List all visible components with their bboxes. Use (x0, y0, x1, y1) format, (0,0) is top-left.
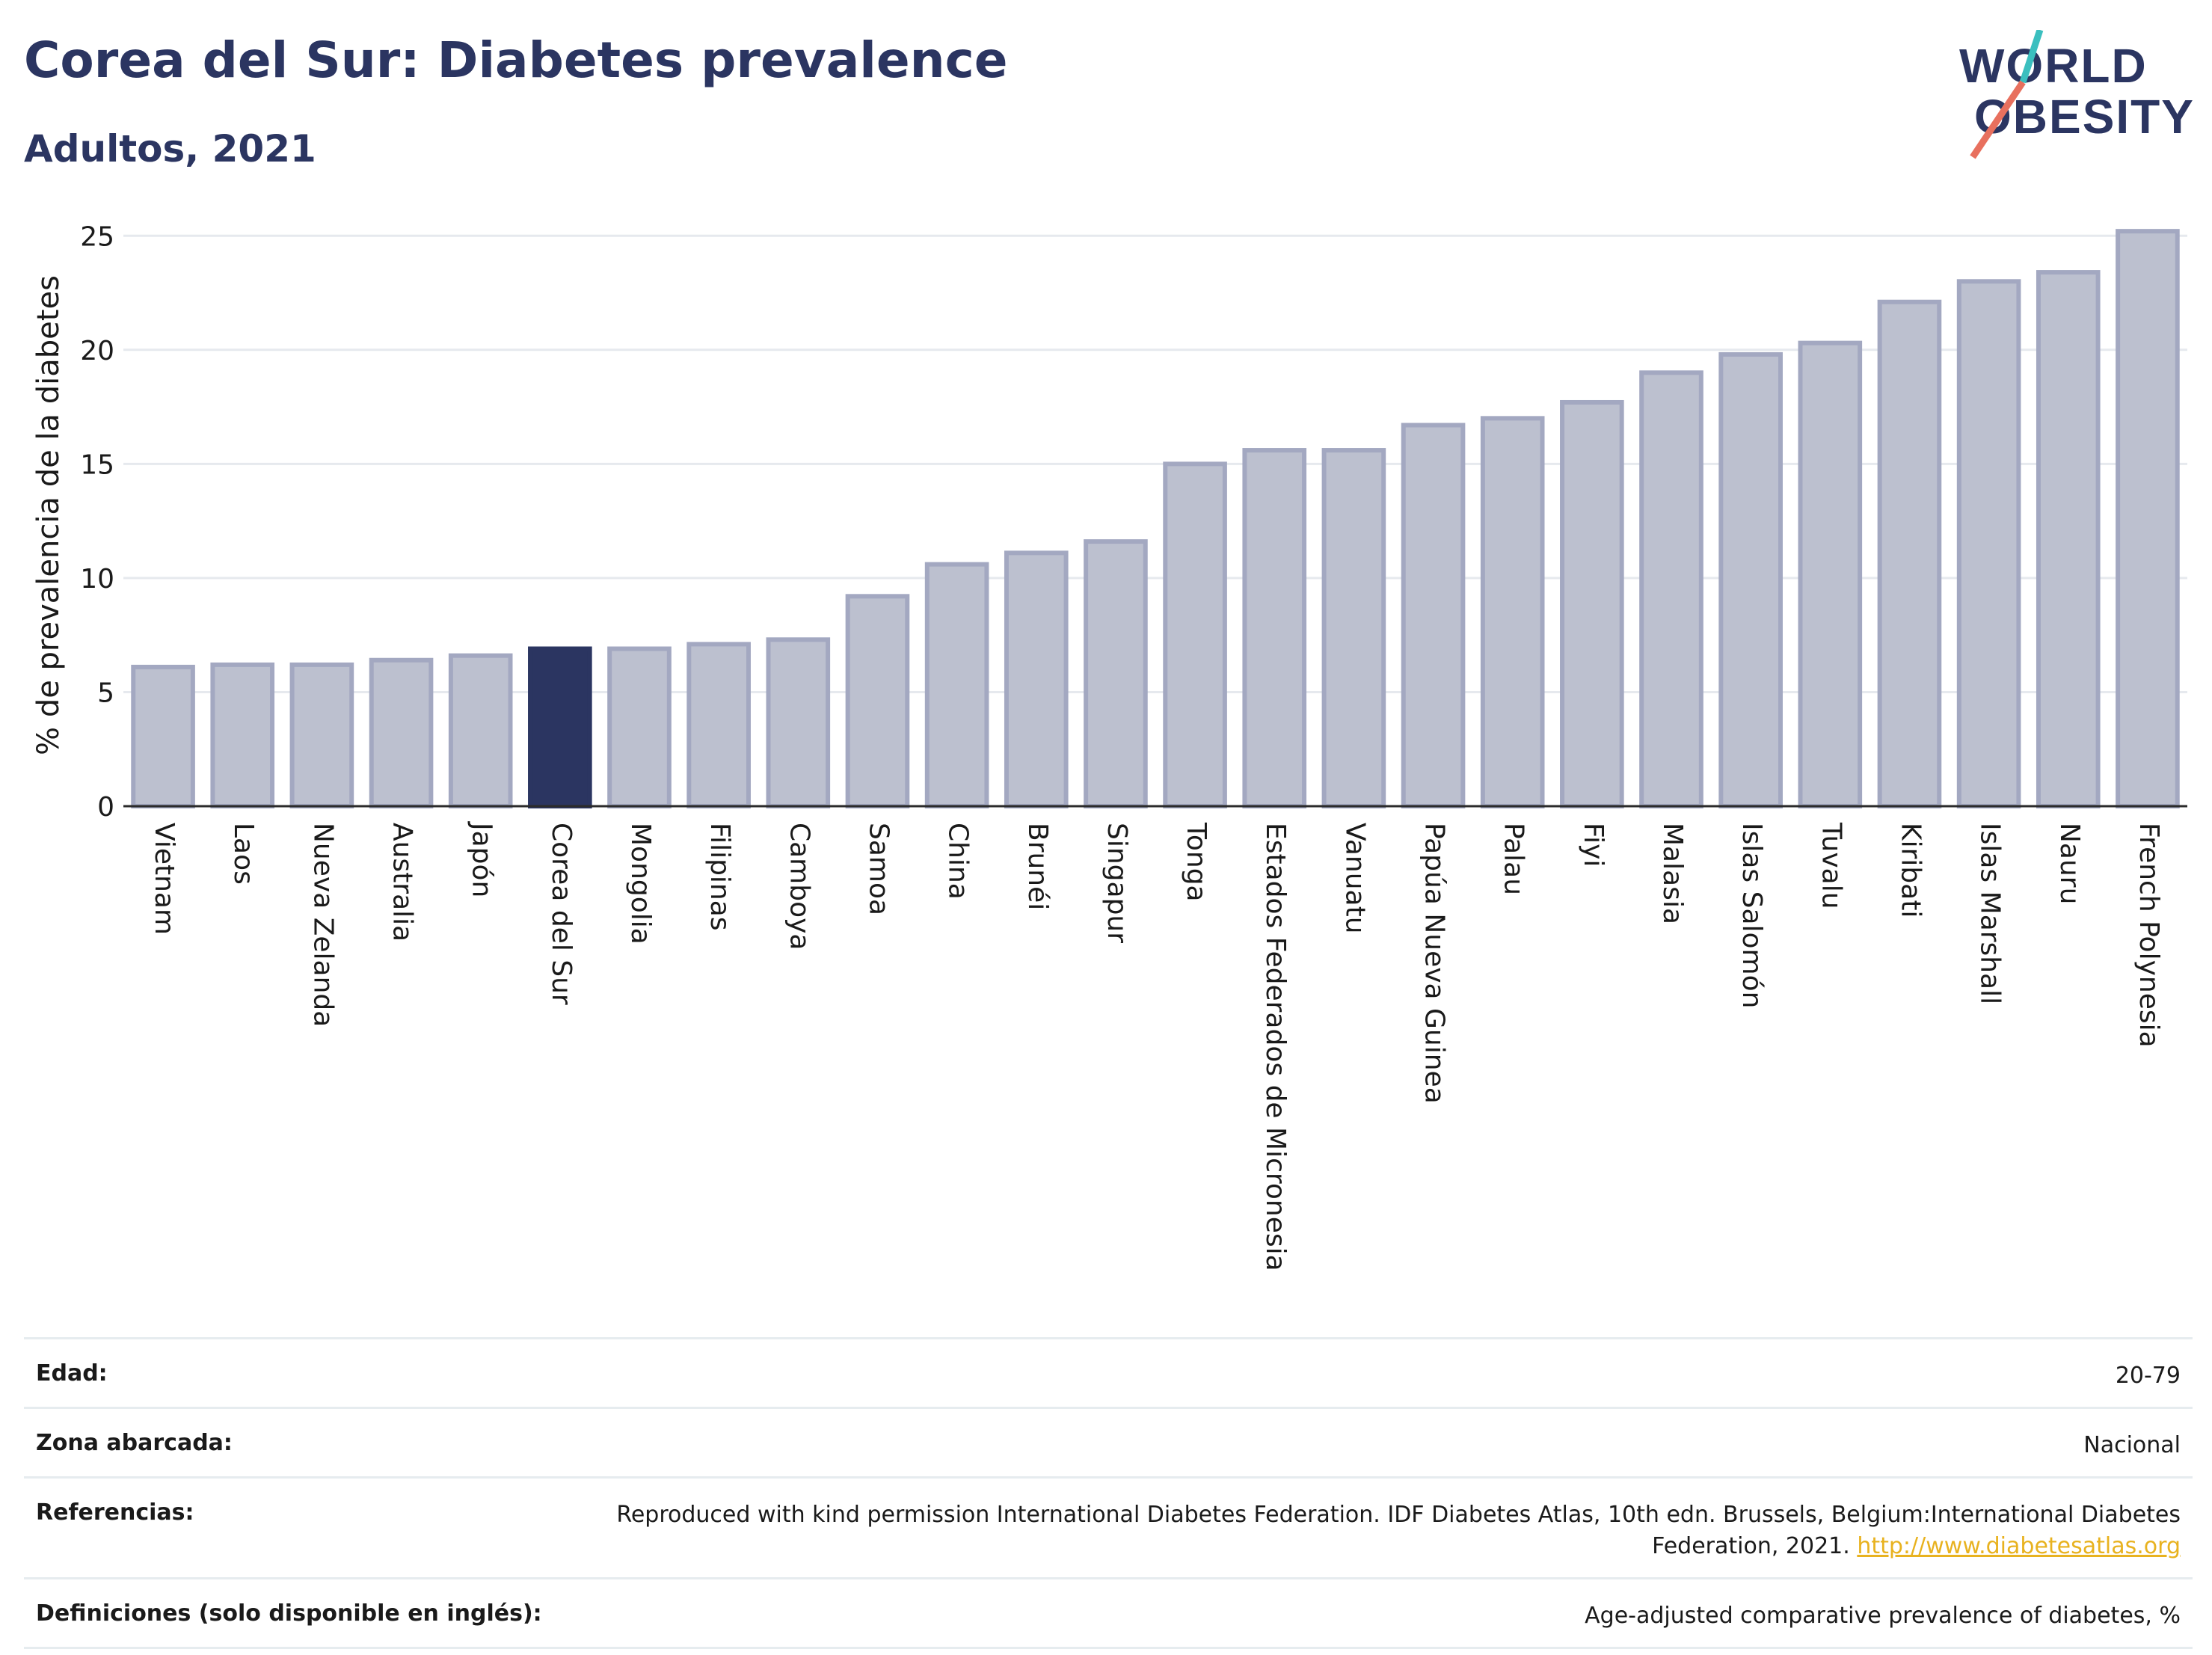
bar-kiribati[interactable] (1877, 299, 1942, 808)
reference-link[interactable]: http://www.diabetesatlas.org (1857, 1533, 2181, 1559)
bar-corea-del-sur[interactable] (528, 646, 592, 809)
x-tick-label: Singapur (1102, 823, 1132, 943)
y-tick-label: 15 (80, 449, 114, 480)
y-tick-label: 5 (97, 678, 114, 708)
bar-fiyi[interactable] (1560, 399, 1624, 808)
meta-value-text: Age-adjusted comparative prevalence of d… (1585, 1603, 2181, 1629)
x-tick-label: Laos (228, 823, 259, 885)
bar-japón[interactable] (448, 653, 513, 809)
x-tick-label: Vanuatu (1339, 823, 1370, 934)
x-tick-label: Nauru (2054, 823, 2085, 904)
meta-value-text: Reproduced with kind permission Internat… (616, 1502, 2181, 1559)
meta-row: Referencias: Reproduced with kind permiss… (24, 1476, 2193, 1577)
bar-vietnam[interactable] (131, 664, 195, 808)
y-tick-label: 0 (97, 792, 114, 823)
x-tick-label: Brunéi (1022, 823, 1053, 910)
meta-value: Age-adjusted comparative prevalence of d… (1585, 1600, 2181, 1632)
x-tick-label: Tuvalu (1816, 822, 1846, 909)
bar-brunéi[interactable] (1004, 550, 1069, 808)
x-tick-label: Mongolia (625, 823, 656, 945)
bar-islas-marshall[interactable] (1956, 279, 2021, 808)
meta-value-text: Nacional (2083, 1432, 2181, 1458)
meta-value: Nacional (2083, 1430, 2181, 1461)
x-tick-label: Palau (1499, 823, 1529, 895)
bar-laos[interactable] (210, 662, 275, 809)
bar-palau[interactable] (1480, 416, 1545, 808)
logo-slash-coral (1970, 80, 2026, 159)
world-obesity-logo: WORLD OBESITY (1959, 30, 2193, 159)
meta-value: Reproduced with kind permission Internat… (565, 1499, 2181, 1562)
x-tick-label: Tonga (1181, 822, 1211, 902)
bar-islas-salomón[interactable] (1718, 351, 1783, 808)
x-tick-label: Islas Marshall (1975, 823, 2006, 1004)
meta-value: 20-79 (2116, 1360, 2181, 1392)
bar-camboya[interactable] (766, 637, 831, 809)
meta-row: Definiciones (solo disponible en inglés)… (24, 1577, 2193, 1649)
bar-vanuatu[interactable] (1321, 448, 1386, 808)
y-tick-label: 20 (80, 336, 114, 366)
x-tick-label: Fiyi (1578, 823, 1609, 867)
x-tick-label: Samoa (863, 823, 894, 915)
bar-chart: 0 5 10 15 20 25 Vietnam Laos Nueva Zelanda Austr… (31, 221, 2187, 1271)
meta-key: Edad: (36, 1360, 108, 1387)
x-tick-label: French Polynesia (2133, 823, 2164, 1048)
chart-title: Corea del Sur: Diabetes prevalence (24, 31, 1008, 89)
y-tick-labels: 0 5 10 15 20 25 (80, 221, 114, 823)
meta-row: Zona abarcada: Nacional (24, 1407, 2193, 1476)
bar-french-polynesia[interactable] (2116, 229, 2180, 808)
bar-mongolia[interactable] (607, 646, 672, 809)
meta-value-text: 20-79 (2115, 1363, 2181, 1389)
bar-tonga[interactable] (1163, 461, 1227, 809)
x-tick-label: Australia (387, 823, 418, 942)
meta-key: Zona abarcada: (36, 1430, 233, 1456)
bar-filipinas[interactable] (686, 642, 751, 808)
bar-tuvalu[interactable] (1798, 340, 1863, 808)
x-tick-label: Corea del Sur (546, 823, 577, 1005)
bar-nauru[interactable] (2036, 270, 2101, 808)
bar-singapur[interactable] (1084, 539, 1148, 809)
metadata-table: Edad: 20-79 Zona abarcada: Nacional Referenc… (24, 1337, 2193, 1649)
x-tick-label: Estados Federados de Micronesia (1260, 823, 1291, 1271)
y-axis-label: % de prevalencia de la diabetes (31, 275, 66, 755)
x-tick-label: Papúa Nueva Guinea (1419, 823, 1450, 1104)
x-tick-label: Kiribati (1895, 823, 1926, 918)
logo-word-1: WORLD (1959, 39, 2148, 93)
x-tick-labels: Vietnam Laos Nueva Zelanda Australia Japón Co… (149, 821, 2164, 1271)
bar-estados-federados-de-micronesia[interactable] (1242, 448, 1307, 808)
bar-malasia[interactable] (1639, 370, 1703, 808)
meta-key: Referencias: (36, 1499, 194, 1526)
bar-nueva-zelanda[interactable] (289, 662, 354, 809)
x-tick-label: Malasia (1657, 823, 1688, 924)
bars (131, 229, 2180, 809)
meta-key: Definiciones (solo disponible en inglés)… (36, 1600, 542, 1627)
x-tick-label: Islas Salomón (1736, 823, 1767, 1008)
x-tick-label: Camboya (784, 823, 814, 951)
x-tick-label: China (943, 823, 974, 900)
bar-australia[interactable] (369, 657, 434, 808)
y-tick-label: 10 (80, 564, 114, 595)
bar-samoa[interactable] (845, 594, 910, 808)
y-tick-label: 25 (80, 221, 114, 252)
x-tick-label: Vietnam (149, 823, 179, 935)
x-tick-label: Nueva Zelanda (307, 823, 338, 1027)
logo-slash-teal (2019, 30, 2044, 84)
x-tick-label: Japón (467, 821, 497, 897)
bar-china[interactable] (924, 562, 989, 808)
bar-papúa-nueva-guinea[interactable] (1401, 423, 1466, 808)
meta-row: Edad: 20-79 (24, 1337, 2193, 1407)
x-tick-label: Filipinas (704, 823, 735, 931)
chart-subtitle: Adultos, 2021 (24, 127, 316, 171)
